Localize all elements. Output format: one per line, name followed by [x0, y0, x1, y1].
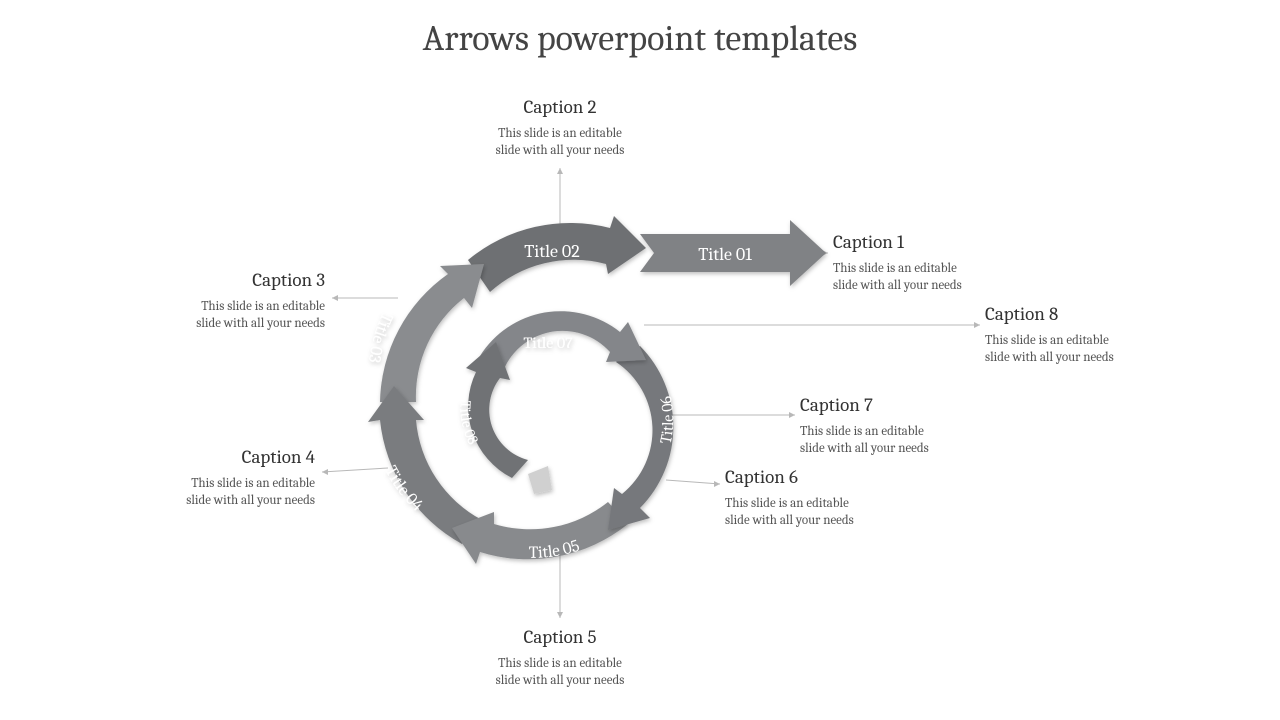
caption-title: Caption 6 — [725, 465, 854, 491]
caption-8: Caption 8 This slide is an editable slid… — [985, 302, 1114, 367]
caption-text: This slide is an editable slide with all… — [725, 495, 854, 530]
spiral-segment-8: Title 08 — [456, 342, 528, 478]
spiral-diagram: Title 01 Title 02 Title 03 Title 04 Titl… — [0, 70, 1280, 720]
diagram-area: Title 01 Title 02 Title 03 Title 04 Titl… — [0, 70, 1280, 720]
segment-label-6: Title 06 — [657, 394, 678, 445]
page-title: Arrows powerpoint templates — [0, 0, 1280, 59]
caption-title: Caption 3 — [130, 268, 325, 294]
caption-text: This slide is an editable slide with all… — [800, 423, 929, 458]
segment-label-2: Title 02 — [524, 241, 579, 262]
caption-1: Caption 1 This slide is an editable slid… — [833, 230, 962, 295]
caption-5: Caption 5 This slide is an editable slid… — [460, 625, 660, 690]
spiral-segment-3: Title 03 — [364, 264, 484, 402]
spiral-segment-6: Title 06 — [608, 346, 677, 530]
caption-6: Caption 6 This slide is an editable slid… — [725, 465, 854, 530]
caption-text: This slide is an editable slide with all… — [460, 655, 660, 690]
caption-text: This slide is an editable slide with all… — [460, 125, 660, 160]
caption-text: This slide is an editable slide with all… — [120, 475, 315, 510]
caption-7: Caption 7 This slide is an editable slid… — [800, 393, 929, 458]
caption-3: Caption 3 This slide is an editable slid… — [130, 268, 325, 333]
caption-text: This slide is an editable slide with all… — [985, 332, 1114, 367]
caption-title: Caption 5 — [460, 625, 660, 651]
segment-label-1: Title 01 — [698, 244, 752, 265]
caption-title: Caption 2 — [460, 95, 660, 121]
spiral-inner-stub — [528, 466, 552, 494]
caption-title: Caption 1 — [833, 230, 962, 256]
caption-text: This slide is an editable slide with all… — [833, 260, 962, 295]
caption-title: Caption 4 — [120, 445, 315, 471]
caption-title: Caption 8 — [985, 302, 1114, 328]
caption-2: Caption 2 This slide is an editable slid… — [460, 95, 660, 160]
caption-4: Caption 4 This slide is an editable slid… — [120, 445, 315, 510]
caption-text: This slide is an editable slide with all… — [130, 298, 325, 333]
segment-label-7: Title 07 — [523, 334, 573, 352]
caption-title: Caption 7 — [800, 393, 929, 419]
spiral-segment-1: Title 01 — [640, 220, 826, 286]
spiral-segment-2: Title 02 — [468, 216, 646, 292]
spiral-segment-5: Title 05 — [452, 502, 628, 564]
